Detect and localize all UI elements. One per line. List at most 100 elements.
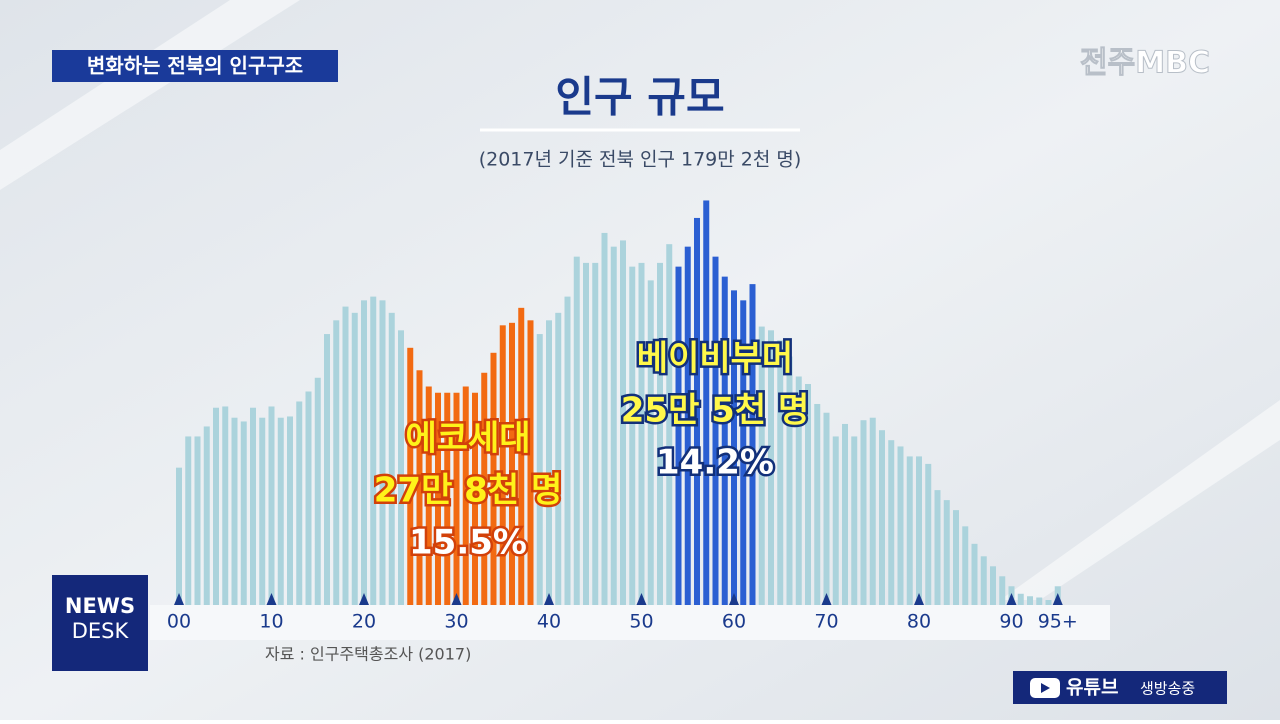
bar	[601, 232, 608, 605]
x-tick-label: 80	[907, 611, 931, 633]
bar	[897, 446, 904, 605]
x-tick-label: 90	[999, 611, 1023, 633]
bar	[194, 436, 201, 605]
bar	[694, 217, 700, 605]
bar	[398, 330, 404, 605]
tick-marker	[174, 593, 184, 605]
bar	[509, 322, 515, 605]
bar	[407, 347, 414, 605]
bar	[564, 296, 571, 605]
bar	[240, 421, 247, 605]
bar	[370, 296, 377, 605]
program-logo: DESK	[72, 619, 130, 643]
bar	[203, 426, 210, 605]
bar	[888, 440, 895, 605]
bar	[953, 510, 959, 605]
bar	[324, 334, 330, 605]
bar	[805, 384, 811, 605]
bar	[425, 386, 432, 605]
bar	[712, 256, 719, 605]
x-tick-label: 60	[722, 611, 746, 633]
x-tick-label: 10	[259, 611, 283, 633]
tick-marker	[1006, 593, 1017, 605]
tick-marker	[451, 593, 462, 605]
header-box	[52, 50, 338, 82]
annotation: 27만 8천 명	[374, 471, 563, 511]
bar	[832, 436, 839, 605]
bar	[592, 262, 599, 605]
x-tick-label: 50	[629, 611, 653, 633]
bar	[740, 300, 747, 605]
bar	[906, 456, 913, 605]
bar	[573, 256, 580, 605]
bar	[222, 406, 229, 605]
live-note: 생방송중	[1140, 680, 1195, 698]
chart-subtitle: (2017년 기준 전북 인구 179만 2천 명)	[479, 149, 802, 171]
tick-marker	[266, 593, 277, 605]
bar	[435, 392, 441, 605]
tick-marker	[636, 593, 647, 605]
bar	[768, 330, 774, 605]
bar	[490, 352, 497, 605]
light-streak	[1000, 400, 1280, 600]
bar	[231, 417, 238, 605]
live-label: 유튜브	[1066, 677, 1118, 699]
bar	[1045, 600, 1052, 605]
news-desk-box	[52, 575, 148, 671]
youtube-play	[1041, 683, 1050, 693]
bar	[583, 262, 589, 605]
tick-marker	[1052, 593, 1063, 605]
x-tick-label: 00	[167, 611, 191, 633]
header-title: 변화하는 전북의 인구구조	[87, 54, 303, 78]
bar	[379, 300, 386, 605]
bar	[472, 392, 478, 605]
bar	[305, 391, 312, 605]
bar	[536, 334, 543, 605]
bar	[546, 320, 552, 605]
source-note: 자료 : 인구주택총조사 (2017)	[265, 645, 471, 664]
bar	[990, 566, 996, 605]
light-streak	[0, 0, 300, 190]
bar	[647, 280, 654, 605]
bar	[185, 436, 192, 605]
bar	[277, 417, 284, 605]
bar	[268, 406, 275, 605]
bar	[481, 372, 488, 605]
bar	[971, 543, 978, 605]
bar	[916, 456, 922, 605]
bar	[314, 377, 321, 605]
bar	[925, 463, 932, 605]
bar	[610, 246, 617, 605]
bar	[777, 340, 784, 605]
annotation: 15.5%	[409, 523, 527, 563]
bar	[962, 526, 969, 605]
bar	[814, 403, 821, 605]
bar	[795, 376, 802, 605]
bar	[388, 312, 395, 605]
bar	[250, 407, 256, 605]
annotation: 베이비부머	[637, 339, 793, 379]
bar	[786, 356, 793, 605]
bar	[879, 430, 885, 605]
bar	[518, 307, 525, 605]
bar	[638, 262, 645, 605]
tick-marker	[914, 593, 924, 605]
bar	[213, 407, 219, 605]
program-logo: NEWS	[65, 594, 135, 618]
bar	[657, 262, 663, 605]
tick-marker	[359, 593, 369, 605]
bar	[462, 386, 469, 605]
x-tick-label: 70	[814, 611, 838, 633]
bar	[453, 392, 460, 605]
bar	[176, 467, 182, 605]
annotation: 에코세대	[405, 419, 530, 459]
bar	[851, 436, 858, 605]
x-tick-label: 40	[537, 611, 561, 633]
bar	[287, 416, 293, 605]
bar	[721, 276, 728, 605]
bar	[499, 325, 506, 605]
station-logo: 전주MBC	[1080, 46, 1210, 81]
bar	[860, 420, 867, 605]
bar	[666, 244, 673, 606]
